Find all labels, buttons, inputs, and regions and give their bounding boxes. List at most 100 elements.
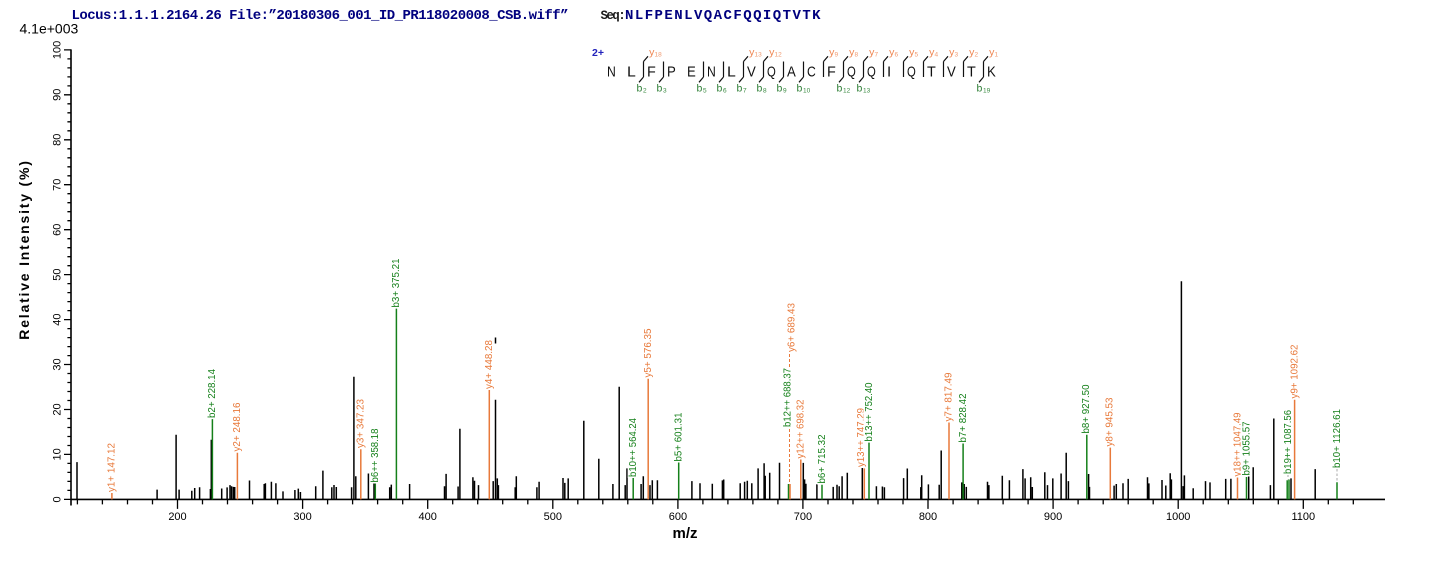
svg-text:500: 500 (544, 511, 562, 523)
svg-text:12: 12 (843, 88, 851, 95)
svg-text:90: 90 (52, 89, 64, 101)
svg-text:Seq:: Seq: (601, 9, 625, 23)
svg-text:13: 13 (863, 88, 871, 95)
svg-text:y9+ 1092.62: y9+ 1092.62 (1289, 345, 1300, 399)
svg-text:3: 3 (955, 52, 959, 59)
svg-text:y: y (989, 47, 995, 59)
svg-text:60: 60 (52, 224, 64, 236)
svg-text:b7+ 828.42: b7+ 828.42 (958, 394, 969, 443)
svg-text:y7+ 817.49: y7+ 817.49 (943, 373, 954, 422)
svg-text:20: 20 (52, 403, 64, 415)
svg-text:y: y (949, 47, 955, 59)
svg-text:Q: Q (767, 64, 776, 81)
svg-text:9: 9 (783, 88, 787, 95)
svg-text:1100: 1100 (1291, 511, 1315, 523)
svg-text:8: 8 (855, 52, 859, 59)
svg-text:y6+ 689.43: y6+ 689.43 (786, 302, 797, 352)
svg-text:T: T (927, 64, 936, 81)
svg-text:b: b (737, 83, 743, 95)
svg-text:4: 4 (935, 52, 939, 59)
svg-text:3: 3 (663, 88, 667, 95)
svg-text:b: b (657, 83, 663, 95)
svg-text:E: E (687, 64, 696, 81)
svg-text:6: 6 (895, 52, 899, 59)
svg-text:y2+ 248.16: y2+ 248.16 (232, 402, 243, 452)
svg-text:y13++ 747.29: y13++ 747.29 (856, 408, 867, 467)
svg-text:y: y (909, 47, 915, 59)
svg-text:y: y (769, 47, 775, 59)
svg-text:b19++ 1087.56: b19++ 1087.56 (1283, 409, 1294, 474)
svg-text:C: C (807, 64, 816, 81)
svg-text:9: 9 (835, 52, 839, 59)
svg-text:b2+ 228.14: b2+ 228.14 (207, 368, 218, 418)
svg-text:70: 70 (52, 179, 64, 191)
svg-text:y1+ 147.12: y1+ 147.12 (107, 443, 118, 492)
svg-text:4.1e+003: 4.1e+003 (20, 21, 79, 37)
svg-text:12: 12 (775, 52, 783, 59)
svg-text:b: b (637, 83, 643, 95)
svg-text:10: 10 (52, 448, 64, 460)
svg-text:b10+ 1126.61: b10+ 1126.61 (1332, 409, 1343, 468)
svg-text:b: b (757, 83, 763, 95)
svg-text:Q: Q (907, 64, 916, 81)
svg-text:1: 1 (995, 52, 999, 59)
svg-text:P: P (667, 64, 676, 81)
svg-text:600: 600 (669, 511, 687, 523)
svg-text:400: 400 (419, 511, 437, 523)
svg-text:y4+ 448.28: y4+ 448.28 (484, 339, 495, 389)
svg-text:b9+ 1055.57: b9+ 1055.57 (1241, 422, 1252, 476)
svg-text:b5+ 601.31: b5+ 601.31 (674, 413, 685, 462)
svg-text:2: 2 (975, 52, 979, 59)
svg-text:80: 80 (52, 134, 64, 146)
svg-text:300: 300 (293, 511, 311, 523)
svg-text:800: 800 (919, 511, 937, 523)
svg-text:y: y (969, 47, 975, 59)
svg-text:b13++ 752.40: b13++ 752.40 (864, 382, 875, 442)
svg-text:b10++ 564.24: b10++ 564.24 (628, 417, 639, 477)
svg-text:y18++ 1047.49: y18++ 1047.49 (1232, 413, 1243, 477)
svg-text:K: K (987, 64, 996, 81)
svg-text:19: 19 (983, 88, 991, 95)
svg-text:6: 6 (723, 88, 727, 95)
svg-text:L: L (727, 64, 736, 81)
svg-text:N: N (607, 64, 616, 81)
svg-text:1000: 1000 (1166, 511, 1190, 523)
svg-text:700: 700 (794, 511, 812, 523)
svg-text:900: 900 (1044, 511, 1062, 523)
svg-text:b12++ 688.37: b12++ 688.37 (782, 368, 793, 427)
svg-text:b: b (797, 83, 803, 95)
svg-text:L: L (627, 64, 636, 81)
svg-text:7: 7 (875, 52, 879, 59)
svg-text:T: T (967, 64, 976, 81)
svg-text:b: b (977, 83, 983, 95)
svg-text:V: V (747, 64, 756, 81)
svg-text:NLFPENLVQACFQQIQTVTK: NLFPENLVQACFQQIQTVTK (625, 8, 822, 24)
svg-text:F: F (827, 64, 836, 81)
svg-text:7: 7 (743, 88, 747, 95)
svg-text:b3+ 375.21: b3+ 375.21 (391, 259, 402, 308)
svg-text:N: N (707, 64, 716, 81)
svg-text:Q: Q (867, 64, 876, 81)
svg-text:y3+ 347.23: y3+ 347.23 (356, 398, 367, 448)
svg-text:y: y (649, 47, 655, 59)
svg-text:2: 2 (643, 88, 647, 95)
svg-text:y8+ 945.53: y8+ 945.53 (1104, 397, 1115, 447)
svg-text:8: 8 (763, 88, 767, 95)
svg-text:b: b (697, 83, 703, 95)
svg-text:y: y (749, 47, 755, 59)
svg-text:b: b (717, 83, 723, 95)
svg-text:y: y (829, 47, 835, 59)
svg-text:Q: Q (847, 64, 856, 81)
svg-text:b8+ 927.50: b8+ 927.50 (1081, 384, 1092, 434)
svg-text:A: A (787, 64, 796, 81)
svg-text:5: 5 (915, 52, 919, 59)
svg-text:b6+ 715.32: b6+ 715.32 (817, 435, 828, 484)
svg-text:F: F (647, 64, 656, 81)
svg-text:0: 0 (52, 496, 64, 502)
svg-text:b6++ 358.18: b6++ 358.18 (370, 428, 381, 483)
svg-text:y12++ 698.32: y12++ 698.32 (796, 400, 807, 459)
svg-text:b: b (857, 83, 863, 95)
svg-text:Relative Intensity (%): Relative Intensity (%) (16, 159, 32, 339)
svg-text:2+: 2+ (592, 47, 604, 59)
svg-text:m/z: m/z (672, 525, 697, 542)
